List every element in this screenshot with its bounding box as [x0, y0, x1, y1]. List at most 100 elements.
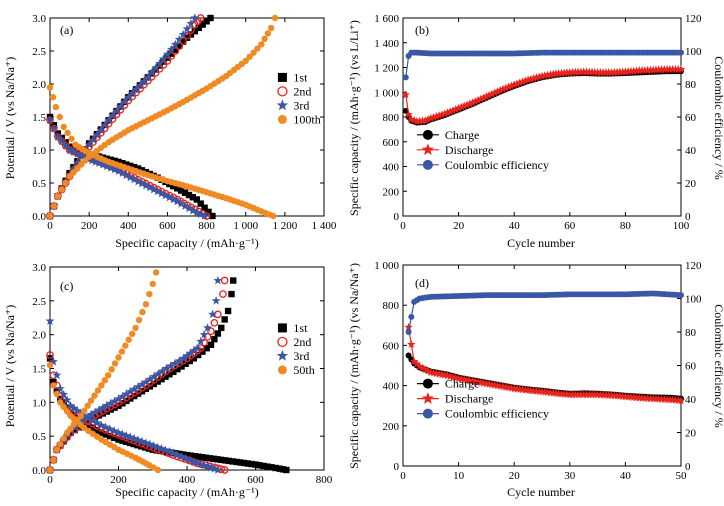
data-point — [152, 269, 160, 276]
data-point — [50, 378, 57, 386]
data-point — [220, 466, 229, 474]
data-point — [214, 456, 221, 463]
data-point — [93, 427, 101, 434]
data-point — [153, 369, 163, 378]
data-point — [65, 145, 75, 154]
y2-tick-label: 0 — [685, 211, 691, 223]
data-point — [69, 147, 78, 156]
panel-a-letter: (a) — [60, 23, 73, 37]
data-point — [192, 458, 202, 467]
data-point — [203, 18, 210, 25]
data-point — [137, 379, 147, 389]
x-tick-label: 1 200 — [272, 220, 297, 232]
data-point — [72, 158, 82, 167]
y-tick-label: 600 — [383, 137, 400, 149]
data-point — [94, 405, 104, 414]
data-point — [233, 458, 240, 466]
y-tick-label: 800 — [383, 300, 400, 312]
data-point — [70, 421, 78, 428]
data-point — [276, 465, 283, 472]
data-point — [170, 358, 180, 368]
y-tick-label: 0.0 — [32, 465, 46, 477]
y-tick-label: 1.0 — [32, 145, 46, 157]
y2-tick-label: 20 — [685, 428, 697, 440]
data-point — [260, 462, 267, 470]
data-point — [57, 399, 64, 406]
data-point — [49, 123, 59, 133]
data-point — [199, 329, 209, 339]
data-point — [82, 157, 89, 164]
data-point — [184, 203, 194, 213]
data-point — [190, 13, 200, 22]
data-point — [509, 80, 519, 89]
data-point — [119, 160, 126, 167]
data-point — [114, 428, 123, 437]
data-point — [149, 441, 159, 450]
data-point — [537, 71, 547, 80]
data-point — [199, 454, 206, 461]
data-point — [89, 424, 97, 431]
data-point — [521, 76, 530, 85]
data-point — [408, 313, 415, 320]
legend-marker — [422, 129, 433, 140]
panel-c: (c) Specific capacity / (mAh·g⁻¹) Potent… — [3, 262, 333, 499]
x-tick-label: 50 — [676, 470, 688, 482]
data-point — [132, 324, 139, 332]
data-point — [237, 459, 244, 466]
data-point — [137, 178, 147, 188]
data-point — [125, 172, 135, 182]
data-point — [187, 31, 195, 38]
y-tick-label: 1 000 — [374, 87, 399, 99]
data-point — [141, 377, 151, 386]
data-point — [186, 357, 193, 365]
data-point — [479, 93, 488, 102]
data-point — [115, 354, 122, 361]
data-point — [155, 58, 165, 68]
data-point — [149, 280, 156, 288]
y-tick-label: 600 — [383, 340, 400, 352]
data-point — [457, 102, 466, 111]
data-point — [166, 361, 176, 370]
data-point — [161, 190, 170, 200]
y-tick-label: 0.5 — [32, 178, 46, 190]
data-point — [529, 73, 538, 83]
x-tick-label: 40 — [509, 220, 521, 232]
data-point — [53, 387, 61, 394]
data-point — [218, 324, 225, 332]
data-point — [484, 90, 494, 99]
legend-label: Discharge — [445, 392, 493, 406]
data-point — [53, 446, 61, 453]
y-tick-label: 800 — [383, 112, 400, 124]
y-tick-label: 2.5 — [32, 296, 46, 308]
data-point — [554, 68, 563, 78]
legend-label: Coulombic efficiency — [445, 407, 549, 421]
legend-marker — [421, 392, 435, 404]
data-point — [405, 329, 412, 335]
y-tick-label: 0.5 — [32, 431, 46, 443]
data-point — [125, 432, 135, 441]
data-point — [423, 114, 433, 124]
data-point — [448, 106, 458, 115]
data-point — [46, 212, 54, 220]
data-point — [121, 430, 131, 440]
panel-c-ylabel: Potential / V (vs Na/Na⁺) — [3, 305, 17, 428]
data-point — [476, 94, 486, 103]
data-point — [490, 88, 500, 97]
legend-marker — [277, 114, 287, 124]
data-point — [248, 460, 255, 468]
data-point — [159, 54, 168, 63]
y-tick-label: 3.0 — [32, 262, 46, 274]
data-point — [207, 327, 215, 336]
data-point — [82, 413, 92, 422]
data-point — [108, 366, 115, 373]
data-point — [174, 185, 181, 192]
data-point — [188, 206, 198, 215]
y-tick-label: 1 600 — [374, 13, 399, 25]
data-point — [515, 78, 525, 87]
data-point — [242, 57, 249, 65]
panel-d-y2label: Coulombic efficiency / % — [712, 304, 724, 427]
y-tick-label: 1 200 — [374, 63, 399, 75]
data-point — [146, 290, 153, 298]
